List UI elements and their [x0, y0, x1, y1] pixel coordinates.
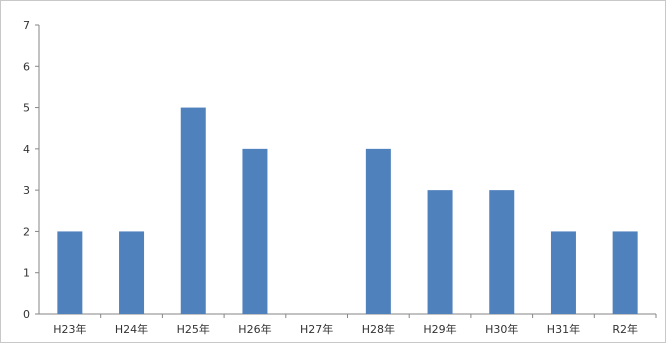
- bar: [180, 107, 206, 314]
- y-tick-label: 5: [23, 102, 30, 115]
- bar: [365, 148, 391, 314]
- x-tick-label: H27年: [300, 322, 333, 336]
- bar: [612, 231, 638, 314]
- y-tick-label: 1: [23, 267, 30, 280]
- bars: [57, 107, 638, 314]
- y-tick-labels: 0 1 2 3 4 5 6 7: [23, 19, 30, 321]
- x-tick-label: H25年: [177, 322, 210, 336]
- y-tick-label: 6: [23, 60, 30, 73]
- y-tick-label: 4: [23, 143, 30, 156]
- x-tick-label: H31年: [547, 322, 580, 336]
- x-tick-labels: H23年 H24年 H25年 H26年 H27年 H28年 H29年 H30年 H31年 R2年: [53, 322, 638, 336]
- bar: [119, 231, 145, 314]
- y-tick-label: 3: [23, 184, 30, 197]
- bar: [550, 231, 576, 314]
- x-tick-label: H23年: [53, 322, 86, 336]
- x-tick-label: H28年: [362, 322, 395, 336]
- y-tick-label: 2: [23, 225, 30, 238]
- x-tick-label: R2年: [612, 322, 638, 336]
- bar: [242, 148, 268, 314]
- x-tick-label: H24年: [115, 322, 148, 336]
- y-tick-label: 7: [23, 19, 30, 32]
- x-tick-label: H29年: [423, 322, 456, 336]
- bar: [427, 190, 453, 314]
- bar: [489, 190, 515, 314]
- y-tick-label: 0: [23, 308, 30, 321]
- x-tick-label: H30年: [485, 322, 518, 336]
- bar: [57, 231, 83, 314]
- x-tick-label: H26年: [238, 322, 271, 336]
